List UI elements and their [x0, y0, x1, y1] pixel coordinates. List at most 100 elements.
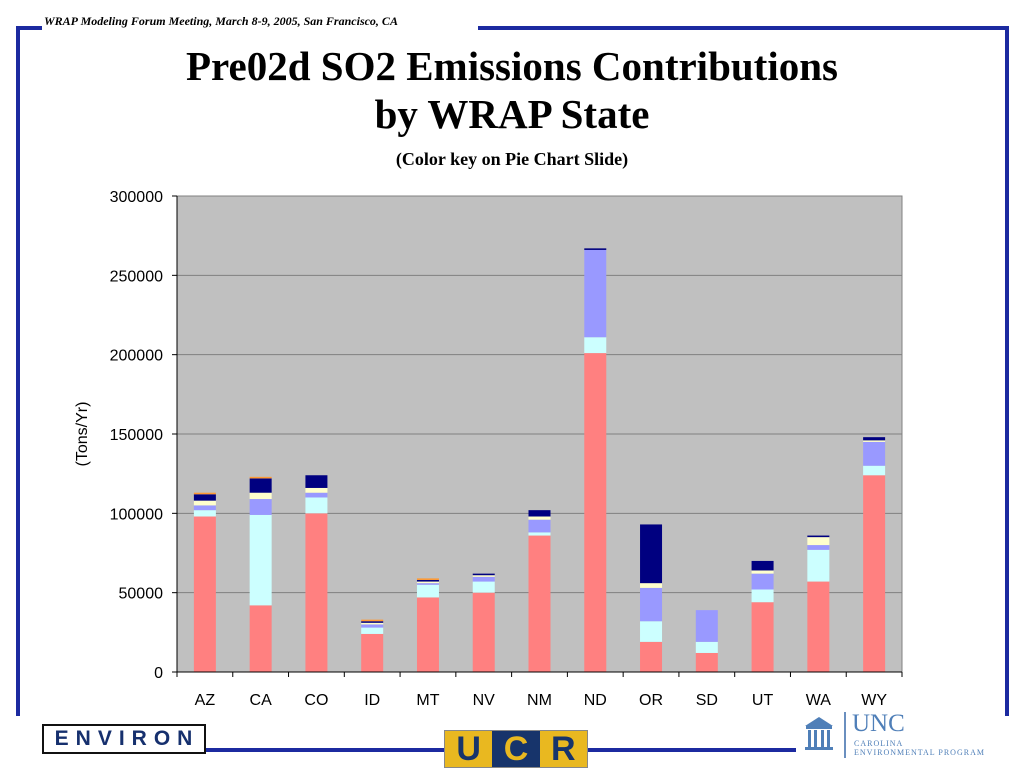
bar-NV-s2	[472, 576, 495, 582]
bar-OR-s1	[640, 621, 663, 642]
bar-CO-s1	[305, 497, 328, 514]
bar-CA-s2	[249, 499, 272, 515]
bar-CA-s0	[249, 605, 272, 672]
x-tick-label-ID: ID	[364, 692, 380, 709]
bar-MT-s1	[416, 584, 439, 598]
bar-NM-s1	[528, 532, 551, 536]
bar-NV-s1	[472, 581, 495, 593]
bar-SD-s1	[695, 641, 718, 653]
bar-OR-s3	[640, 583, 663, 588]
x-tick-label-OR: OR	[639, 692, 663, 709]
bar-WA-s0	[807, 581, 830, 672]
y-tick-label-0: 0	[154, 665, 163, 682]
bar-UT-s4	[751, 560, 774, 571]
bar-WY-s2	[863, 441, 886, 466]
frame-border-right	[1005, 26, 1009, 716]
bar-NM-s3	[528, 516, 551, 520]
bar-SD-s2	[695, 610, 718, 642]
bar-ID-s3	[361, 622, 384, 625]
y-tick-label-2: 100000	[110, 506, 163, 523]
bar-ID-s1	[361, 627, 384, 634]
slide-title: Pre02d SO2 Emissions Contributions by WR…	[0, 42, 1024, 138]
bar-WY-s1	[863, 465, 886, 476]
bar-NV-s3	[472, 575, 495, 577]
bar-OR-s0	[640, 641, 663, 672]
bar-WY-s0	[863, 475, 886, 672]
x-tick-label-CO: CO	[304, 692, 328, 709]
bars	[193, 248, 886, 672]
bar-OR-s4	[640, 524, 663, 584]
bar-ID-s5	[361, 619, 384, 622]
bar-NV-s4	[472, 573, 495, 576]
axes: 0 50000 100000 150000 200000 250000 300000 AZ CA…	[110, 189, 903, 709]
bar-CA-s3	[249, 492, 272, 500]
bar-CA-s4	[249, 478, 272, 493]
y-tick-label-3: 150000	[110, 427, 163, 444]
bar-WY-s4	[863, 437, 886, 441]
bar-CA-s5	[249, 476, 272, 479]
environ-logo: ENVIRON	[42, 724, 206, 754]
old-well-icon	[805, 717, 833, 750]
bar-NM-s4	[528, 510, 551, 517]
bar-MT-s2	[416, 583, 439, 585]
bar-NM-s0	[528, 535, 551, 672]
bar-WA-s4	[807, 535, 830, 538]
bar-MT-s3	[416, 581, 439, 584]
x-tick-label-NV: NV	[473, 692, 496, 709]
bar-UT-s3	[751, 570, 774, 574]
bar-WA-s2	[807, 545, 830, 550]
x-tick-label-UT: UT	[752, 692, 774, 709]
frame-border-bottom-right	[588, 748, 796, 752]
bar-CO-s0	[305, 513, 328, 672]
bar-UT-s0	[751, 602, 774, 672]
bar-ID-s0	[361, 633, 384, 672]
bar-ND-s0	[584, 353, 607, 672]
bar-CO-s2	[305, 492, 328, 498]
bar-AZ-s3	[193, 500, 216, 506]
x-tick-label-NM: NM	[527, 692, 552, 709]
title-line-2: by WRAP State	[374, 91, 650, 137]
x-tick-label-AZ: AZ	[195, 692, 216, 709]
unc-logo-subtitle: CAROLINA ENVIRONMENTAL PROGRAM	[854, 739, 1010, 757]
y-axis-label: (Tons/Yr)	[74, 402, 91, 467]
frame-border-bottom-left	[206, 748, 446, 752]
ucr-logo-u: U	[445, 730, 493, 768]
slide-subtitle: (Color key on Pie Chart Slide)	[395, 149, 629, 169]
bar-ND-s4	[584, 248, 607, 250]
bar-AZ-s0	[193, 516, 216, 672]
environ-logo-text: ENVIRON	[54, 727, 200, 750]
bar-WY-s3	[863, 440, 886, 442]
bar-ND-s2	[584, 249, 607, 338]
bar-NV-s0	[472, 592, 495, 672]
x-tick-label-WY: WY	[861, 692, 887, 709]
ucr-logo: U C R	[444, 730, 588, 768]
unc-logo-subtitle-1: CAROLINA	[854, 739, 904, 748]
bar-ID-s4	[361, 621, 384, 623]
bar-UT-s1	[751, 589, 774, 603]
bar-AZ-s1	[193, 510, 216, 517]
bar-CO-s4	[305, 475, 328, 488]
unc-logo: UNC CAROLINA ENVIRONMENTAL PROGRAM	[802, 710, 1010, 760]
unc-logo-divider	[844, 712, 846, 758]
ucr-logo-c: C	[492, 730, 540, 768]
x-tick-label-WA: WA	[806, 692, 832, 709]
bar-UT-s2	[751, 573, 774, 590]
bar-MT-s5	[416, 578, 439, 580]
y-tick-label-1: 50000	[119, 586, 164, 603]
bar-MT-s0	[416, 597, 439, 672]
unc-logo-text: UNC	[852, 710, 905, 737]
bar-ND-s1	[584, 337, 607, 354]
bar-ID-s2	[361, 624, 384, 628]
y-tick-label-6: 300000	[110, 189, 163, 206]
bar-WA-s1	[807, 549, 830, 582]
y-tick-label-5: 250000	[110, 268, 163, 285]
bar-MT-s4	[416, 579, 439, 582]
title-line-1: Pre02d SO2 Emissions Contributions	[186, 43, 838, 89]
x-tick-label-CA: CA	[250, 692, 273, 709]
bar-CO-s3	[305, 487, 328, 493]
bar-AZ-s2	[193, 505, 216, 511]
frame-border-top-left	[16, 26, 42, 30]
bar-WA-s3	[807, 537, 830, 546]
unc-logo-subtitle-2: ENVIRONMENTAL PROGRAM	[854, 748, 985, 757]
